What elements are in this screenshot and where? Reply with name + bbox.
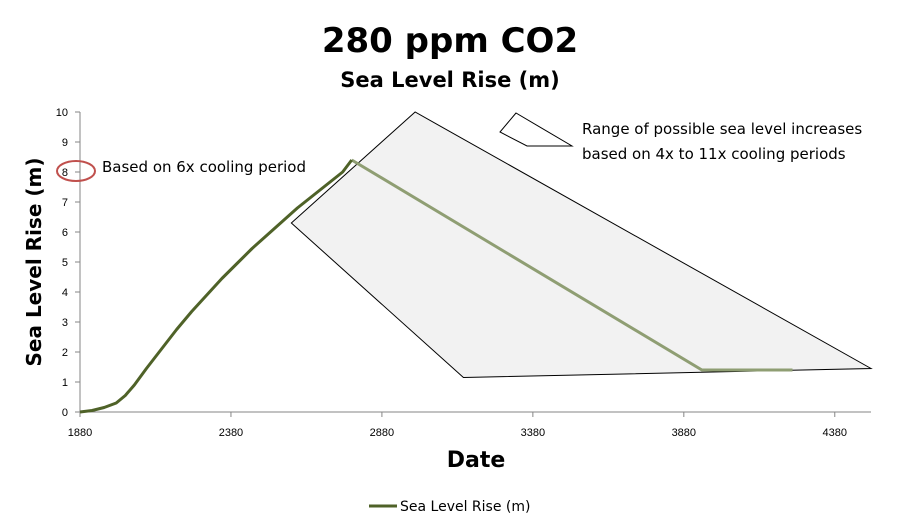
x-axis-label: Date xyxy=(447,448,506,473)
y-tick-label: 6 xyxy=(62,227,68,239)
y-tick-label: 7 xyxy=(62,197,68,209)
y-tick-label: 9 xyxy=(62,137,68,149)
legend-label: Sea Level Rise (m) xyxy=(400,499,530,515)
y-tick-label: 5 xyxy=(62,257,68,269)
y-tick-label: 8 xyxy=(62,167,68,179)
y-axis-label: Sea Level Rise (m) xyxy=(22,158,46,367)
chart-subtitle: Sea Level Rise (m) xyxy=(340,68,559,92)
annotation-6x: Based on 6x cooling period xyxy=(102,158,306,176)
highlight-circle xyxy=(56,160,96,182)
annotation-range-line1: Range of possible sea level increases xyxy=(582,120,862,138)
y-tick-label: 3 xyxy=(62,317,68,329)
series-line-sea-level xyxy=(79,159,353,414)
x-tick-label: 1880 xyxy=(68,427,92,439)
x-tick-label: 3880 xyxy=(672,427,696,439)
range-polygon-layer xyxy=(290,111,873,379)
x-tick-label: 2880 xyxy=(370,427,394,439)
range-callout-shape xyxy=(499,112,574,147)
y-tick-label: 0 xyxy=(62,407,68,419)
y-tick-label: 2 xyxy=(62,347,68,359)
y-tick-label: 4 xyxy=(62,287,68,299)
projection-line xyxy=(350,158,793,372)
range-polygon xyxy=(290,111,873,379)
series-layer xyxy=(79,158,793,414)
chart-title: 280 ppm CO2 xyxy=(322,21,578,61)
y-tick-label: 10 xyxy=(56,107,68,119)
axes: 0 1 2 3 4 5 6 7 8 9 10 1880 2380 2880 3380 3880 4380 xyxy=(56,107,871,439)
y-tick-label: 1 xyxy=(62,377,68,389)
annotation-range-line2: based on 4x to 11x cooling periods xyxy=(582,145,846,163)
x-tick-label: 4380 xyxy=(823,427,847,439)
x-tick-label: 3380 xyxy=(521,427,545,439)
x-tick-label: 2380 xyxy=(219,427,243,439)
